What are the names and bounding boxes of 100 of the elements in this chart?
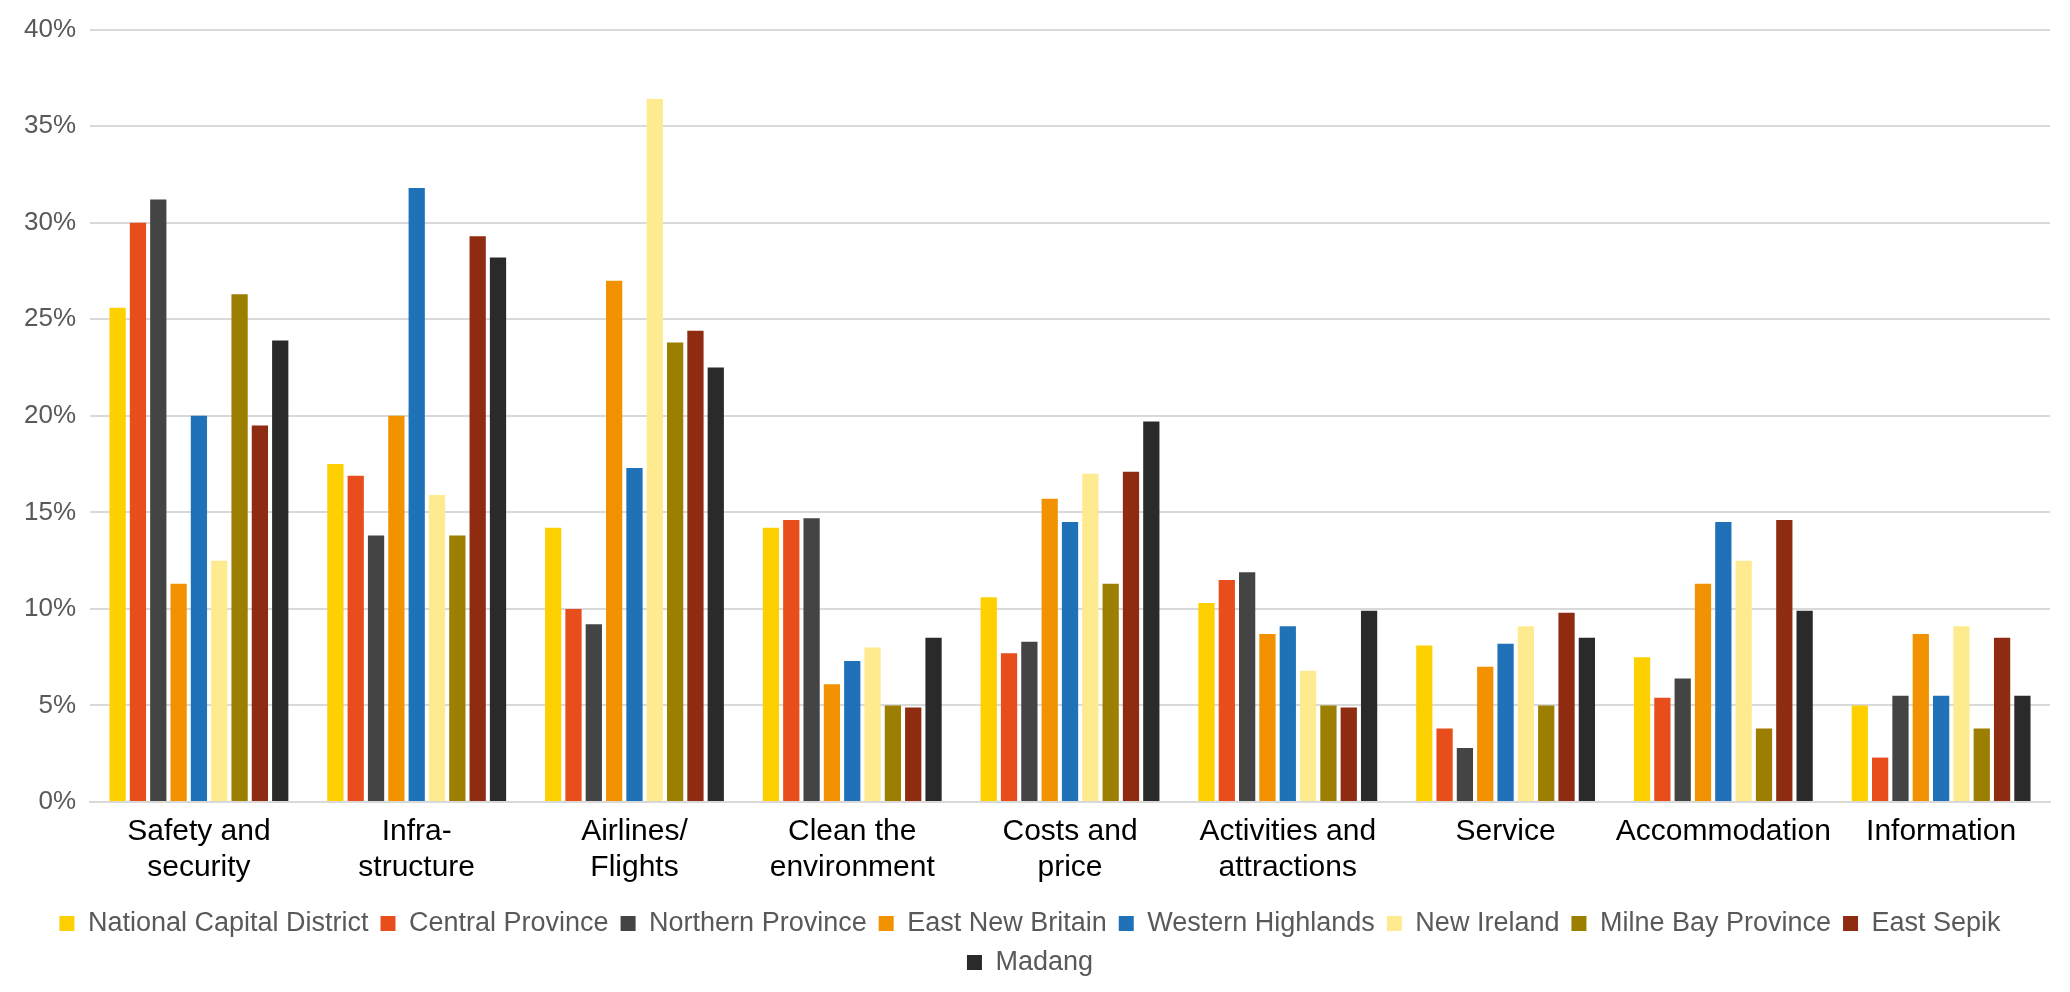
x-tick-label: Service xyxy=(1455,813,1556,847)
y-tick-label: 15% xyxy=(23,495,77,526)
bar xyxy=(1953,626,1970,801)
bar xyxy=(606,280,623,801)
bar xyxy=(1633,657,1651,801)
bar xyxy=(1218,579,1235,801)
bar xyxy=(251,425,269,801)
bar xyxy=(388,415,405,801)
y-tick-label: 25% xyxy=(23,302,77,333)
x-tick-label: Accommodation xyxy=(1615,813,1831,847)
bar xyxy=(1239,572,1256,801)
bar xyxy=(1872,757,1889,801)
x-tick-label: Activities and attractions xyxy=(1199,813,1377,883)
y-tick-label: 30% xyxy=(23,205,77,236)
bar xyxy=(1796,610,1813,801)
bar xyxy=(428,494,446,801)
bar xyxy=(1041,498,1058,801)
bar xyxy=(367,535,385,801)
y-tick-label: 20% xyxy=(23,398,77,429)
bar xyxy=(762,527,780,801)
legend-label: National Capital District xyxy=(87,906,369,937)
bar xyxy=(1198,603,1215,801)
bar xyxy=(170,583,187,801)
bar xyxy=(1279,626,1296,801)
bar xyxy=(823,684,841,801)
bar xyxy=(1578,637,1595,801)
bar xyxy=(449,535,466,801)
bar xyxy=(1102,583,1119,801)
bar xyxy=(1932,695,1950,801)
bar xyxy=(129,222,147,801)
bar xyxy=(1497,643,1514,801)
bar xyxy=(327,464,344,801)
bar xyxy=(1892,695,1909,801)
legend-label: Central Province xyxy=(409,906,609,937)
legend-label: East Sepik xyxy=(1871,906,2002,937)
bar xyxy=(905,707,922,801)
bar xyxy=(1082,473,1099,801)
bar xyxy=(1674,678,1691,801)
bar xyxy=(109,307,126,801)
bar xyxy=(925,637,942,801)
legend-label: Northern Province xyxy=(649,906,867,937)
legend-label: Milne Bay Province xyxy=(1599,906,1832,937)
x-tick-label: Infra- structure xyxy=(358,813,476,883)
bar xyxy=(1061,522,1079,801)
y-tick-label: 10% xyxy=(23,592,77,623)
bar xyxy=(1993,637,2011,801)
bar xyxy=(1340,707,1357,801)
bar xyxy=(489,257,507,801)
bar xyxy=(666,342,684,801)
bar xyxy=(1755,728,1773,801)
bar xyxy=(1021,641,1038,801)
bar xyxy=(1735,560,1752,801)
x-tick-label: Safety and security xyxy=(127,813,271,883)
bar xyxy=(980,597,997,801)
legend-label: Western Highlands xyxy=(1147,906,1375,937)
bar xyxy=(844,661,861,801)
bar xyxy=(646,99,663,801)
bar xyxy=(1538,705,1555,801)
bar xyxy=(545,527,562,801)
bar xyxy=(1912,634,1929,801)
bar xyxy=(783,520,800,801)
bar xyxy=(469,236,486,801)
y-tick-label: 5% xyxy=(38,688,77,719)
bar xyxy=(347,475,364,801)
bar xyxy=(2014,695,2031,801)
bar xyxy=(272,340,289,801)
y-tick-label: 0% xyxy=(38,785,77,816)
bar xyxy=(626,467,643,801)
bar xyxy=(707,367,724,801)
bar xyxy=(211,560,228,801)
bar xyxy=(1299,670,1317,801)
y-tick-label: 35% xyxy=(23,109,77,140)
bar xyxy=(1360,610,1378,801)
bar xyxy=(1122,471,1140,801)
x-tick-label: Costs and price xyxy=(1002,813,1138,883)
bar xyxy=(1259,634,1276,801)
bar xyxy=(1694,583,1712,801)
bar xyxy=(687,330,704,801)
bar xyxy=(1416,645,1433,801)
bar xyxy=(408,187,425,801)
bar xyxy=(1654,697,1671,801)
bar xyxy=(1477,666,1494,801)
bar xyxy=(1517,626,1535,801)
x-tick-label: Clean the environment xyxy=(769,813,936,883)
bar xyxy=(1320,705,1337,801)
bar xyxy=(1456,747,1474,801)
x-tick-label: Information xyxy=(1866,813,2017,847)
bar xyxy=(1715,522,1732,801)
bar xyxy=(150,199,167,801)
bar xyxy=(803,518,820,801)
x-tick-label: Airlines/ Flights xyxy=(581,813,689,883)
legend-label: East New Britain xyxy=(907,906,1107,937)
y-tick-label: 40% xyxy=(23,12,77,43)
bar xyxy=(884,705,902,801)
bar xyxy=(1776,520,1793,801)
bar xyxy=(1851,705,1868,801)
legend-label: New Ireland xyxy=(1415,906,1560,937)
bar xyxy=(1143,421,1160,801)
bar xyxy=(565,608,582,801)
bar xyxy=(190,415,208,801)
